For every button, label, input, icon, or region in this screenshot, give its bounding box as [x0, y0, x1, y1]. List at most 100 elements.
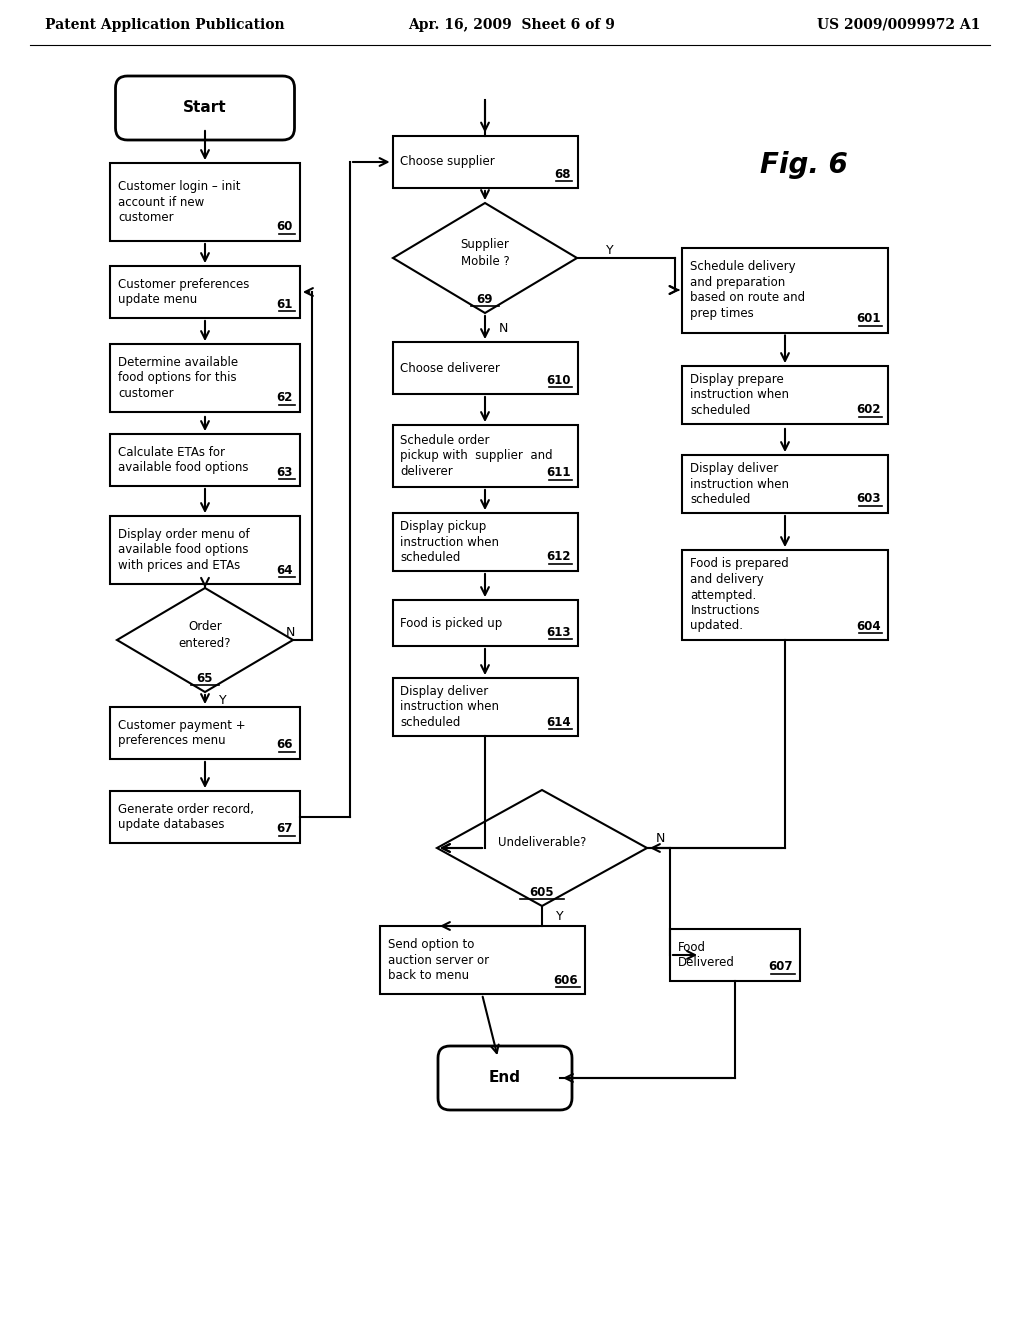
Text: 612: 612 — [546, 550, 570, 564]
FancyBboxPatch shape — [683, 248, 888, 333]
Text: 69: 69 — [477, 293, 494, 305]
Text: instruction when: instruction when — [400, 536, 500, 549]
FancyBboxPatch shape — [683, 455, 888, 513]
Text: 607: 607 — [768, 961, 793, 974]
FancyBboxPatch shape — [110, 162, 300, 242]
Text: instruction when: instruction when — [400, 701, 500, 714]
FancyBboxPatch shape — [110, 267, 300, 318]
Text: N: N — [655, 832, 665, 845]
Text: Display order menu of: Display order menu of — [118, 528, 250, 541]
Text: scheduled: scheduled — [400, 715, 461, 729]
FancyBboxPatch shape — [110, 345, 300, 412]
Text: Delivered: Delivered — [678, 956, 735, 969]
Text: customer: customer — [118, 211, 174, 224]
Text: and delivery: and delivery — [690, 573, 764, 586]
FancyBboxPatch shape — [392, 513, 578, 572]
Text: pickup with  supplier  and: pickup with supplier and — [400, 450, 553, 462]
Text: preferences menu: preferences menu — [118, 734, 225, 747]
Text: 613: 613 — [546, 626, 570, 639]
Text: 601: 601 — [856, 312, 881, 325]
FancyBboxPatch shape — [438, 1045, 572, 1110]
Text: Food: Food — [678, 941, 706, 954]
FancyBboxPatch shape — [116, 77, 295, 140]
Text: instruction when: instruction when — [690, 388, 790, 401]
Text: Food is prepared: Food is prepared — [690, 557, 790, 570]
FancyBboxPatch shape — [392, 425, 578, 487]
Text: Display pickup: Display pickup — [400, 520, 486, 533]
Text: Y: Y — [606, 243, 613, 256]
Text: Choose supplier: Choose supplier — [400, 156, 496, 169]
Text: 61: 61 — [276, 297, 293, 310]
Text: 67: 67 — [276, 822, 293, 836]
Text: prep times: prep times — [690, 306, 755, 319]
Text: 64: 64 — [276, 564, 293, 577]
Text: Schedule delivery: Schedule delivery — [690, 260, 796, 273]
Text: Display prepare: Display prepare — [690, 374, 784, 385]
Text: food options for this: food options for this — [118, 371, 237, 384]
Text: available food options: available food options — [118, 461, 249, 474]
Text: update menu: update menu — [118, 293, 198, 306]
Text: Undeliverable?: Undeliverable? — [498, 837, 586, 850]
Text: Schedule order: Schedule order — [400, 434, 490, 447]
Text: deliverer: deliverer — [400, 465, 454, 478]
FancyBboxPatch shape — [110, 708, 300, 759]
Text: auction server or: auction server or — [387, 953, 488, 966]
Text: Calculate ETAs for: Calculate ETAs for — [118, 446, 225, 459]
Text: 60: 60 — [276, 220, 293, 234]
FancyBboxPatch shape — [392, 136, 578, 187]
Text: 63: 63 — [276, 466, 293, 479]
Text: Food is picked up: Food is picked up — [400, 616, 503, 630]
Polygon shape — [117, 587, 293, 692]
Text: available food options: available food options — [118, 544, 249, 557]
Text: update databases: update databases — [118, 818, 224, 832]
FancyBboxPatch shape — [110, 516, 300, 583]
Text: 603: 603 — [856, 492, 881, 506]
Text: Patent Application Publication: Patent Application Publication — [45, 18, 285, 32]
Polygon shape — [393, 203, 577, 313]
FancyBboxPatch shape — [683, 366, 888, 424]
Text: Send option to: Send option to — [387, 939, 474, 950]
Text: Generate order record,: Generate order record, — [118, 803, 254, 816]
Text: Instructions: Instructions — [690, 605, 760, 616]
Text: Display deliver: Display deliver — [690, 462, 778, 475]
Text: Mobile ?: Mobile ? — [461, 255, 509, 268]
Text: Y: Y — [219, 693, 226, 706]
Text: End: End — [489, 1071, 521, 1085]
FancyBboxPatch shape — [392, 678, 578, 737]
Text: Determine available: Determine available — [118, 356, 239, 370]
Text: Supplier: Supplier — [461, 238, 509, 251]
Text: 614: 614 — [546, 715, 570, 729]
Text: Customer payment +: Customer payment + — [118, 719, 246, 731]
Text: Start: Start — [183, 100, 226, 116]
Text: instruction when: instruction when — [690, 478, 790, 491]
FancyBboxPatch shape — [110, 791, 300, 843]
Text: 62: 62 — [276, 392, 293, 404]
Text: Fig. 6: Fig. 6 — [760, 150, 848, 180]
FancyBboxPatch shape — [110, 434, 300, 486]
Text: Customer preferences: Customer preferences — [118, 277, 250, 290]
Text: 604: 604 — [856, 619, 881, 632]
Text: scheduled: scheduled — [690, 492, 751, 506]
Polygon shape — [437, 789, 647, 906]
Text: scheduled: scheduled — [400, 550, 461, 564]
Text: attempted.: attempted. — [690, 589, 757, 602]
Text: Apr. 16, 2009  Sheet 6 of 9: Apr. 16, 2009 Sheet 6 of 9 — [409, 18, 615, 32]
Text: with prices and ETAs: with prices and ETAs — [118, 558, 241, 572]
Text: scheduled: scheduled — [690, 404, 751, 417]
Text: back to menu: back to menu — [387, 969, 469, 982]
Text: Order: Order — [188, 620, 222, 634]
Text: 66: 66 — [276, 738, 293, 751]
Text: account if new: account if new — [118, 195, 204, 209]
Text: based on route and: based on route and — [690, 292, 806, 304]
Text: 610: 610 — [546, 374, 570, 387]
FancyBboxPatch shape — [380, 927, 585, 994]
Text: US 2009/0099972 A1: US 2009/0099972 A1 — [816, 18, 980, 32]
Text: N: N — [499, 322, 508, 334]
Text: updated.: updated. — [690, 619, 743, 632]
Text: entered?: entered? — [179, 638, 231, 649]
FancyBboxPatch shape — [670, 929, 800, 981]
Text: 606: 606 — [553, 973, 578, 986]
Text: Choose deliverer: Choose deliverer — [400, 362, 501, 375]
Text: customer: customer — [118, 387, 174, 400]
Text: 605: 605 — [529, 886, 554, 899]
